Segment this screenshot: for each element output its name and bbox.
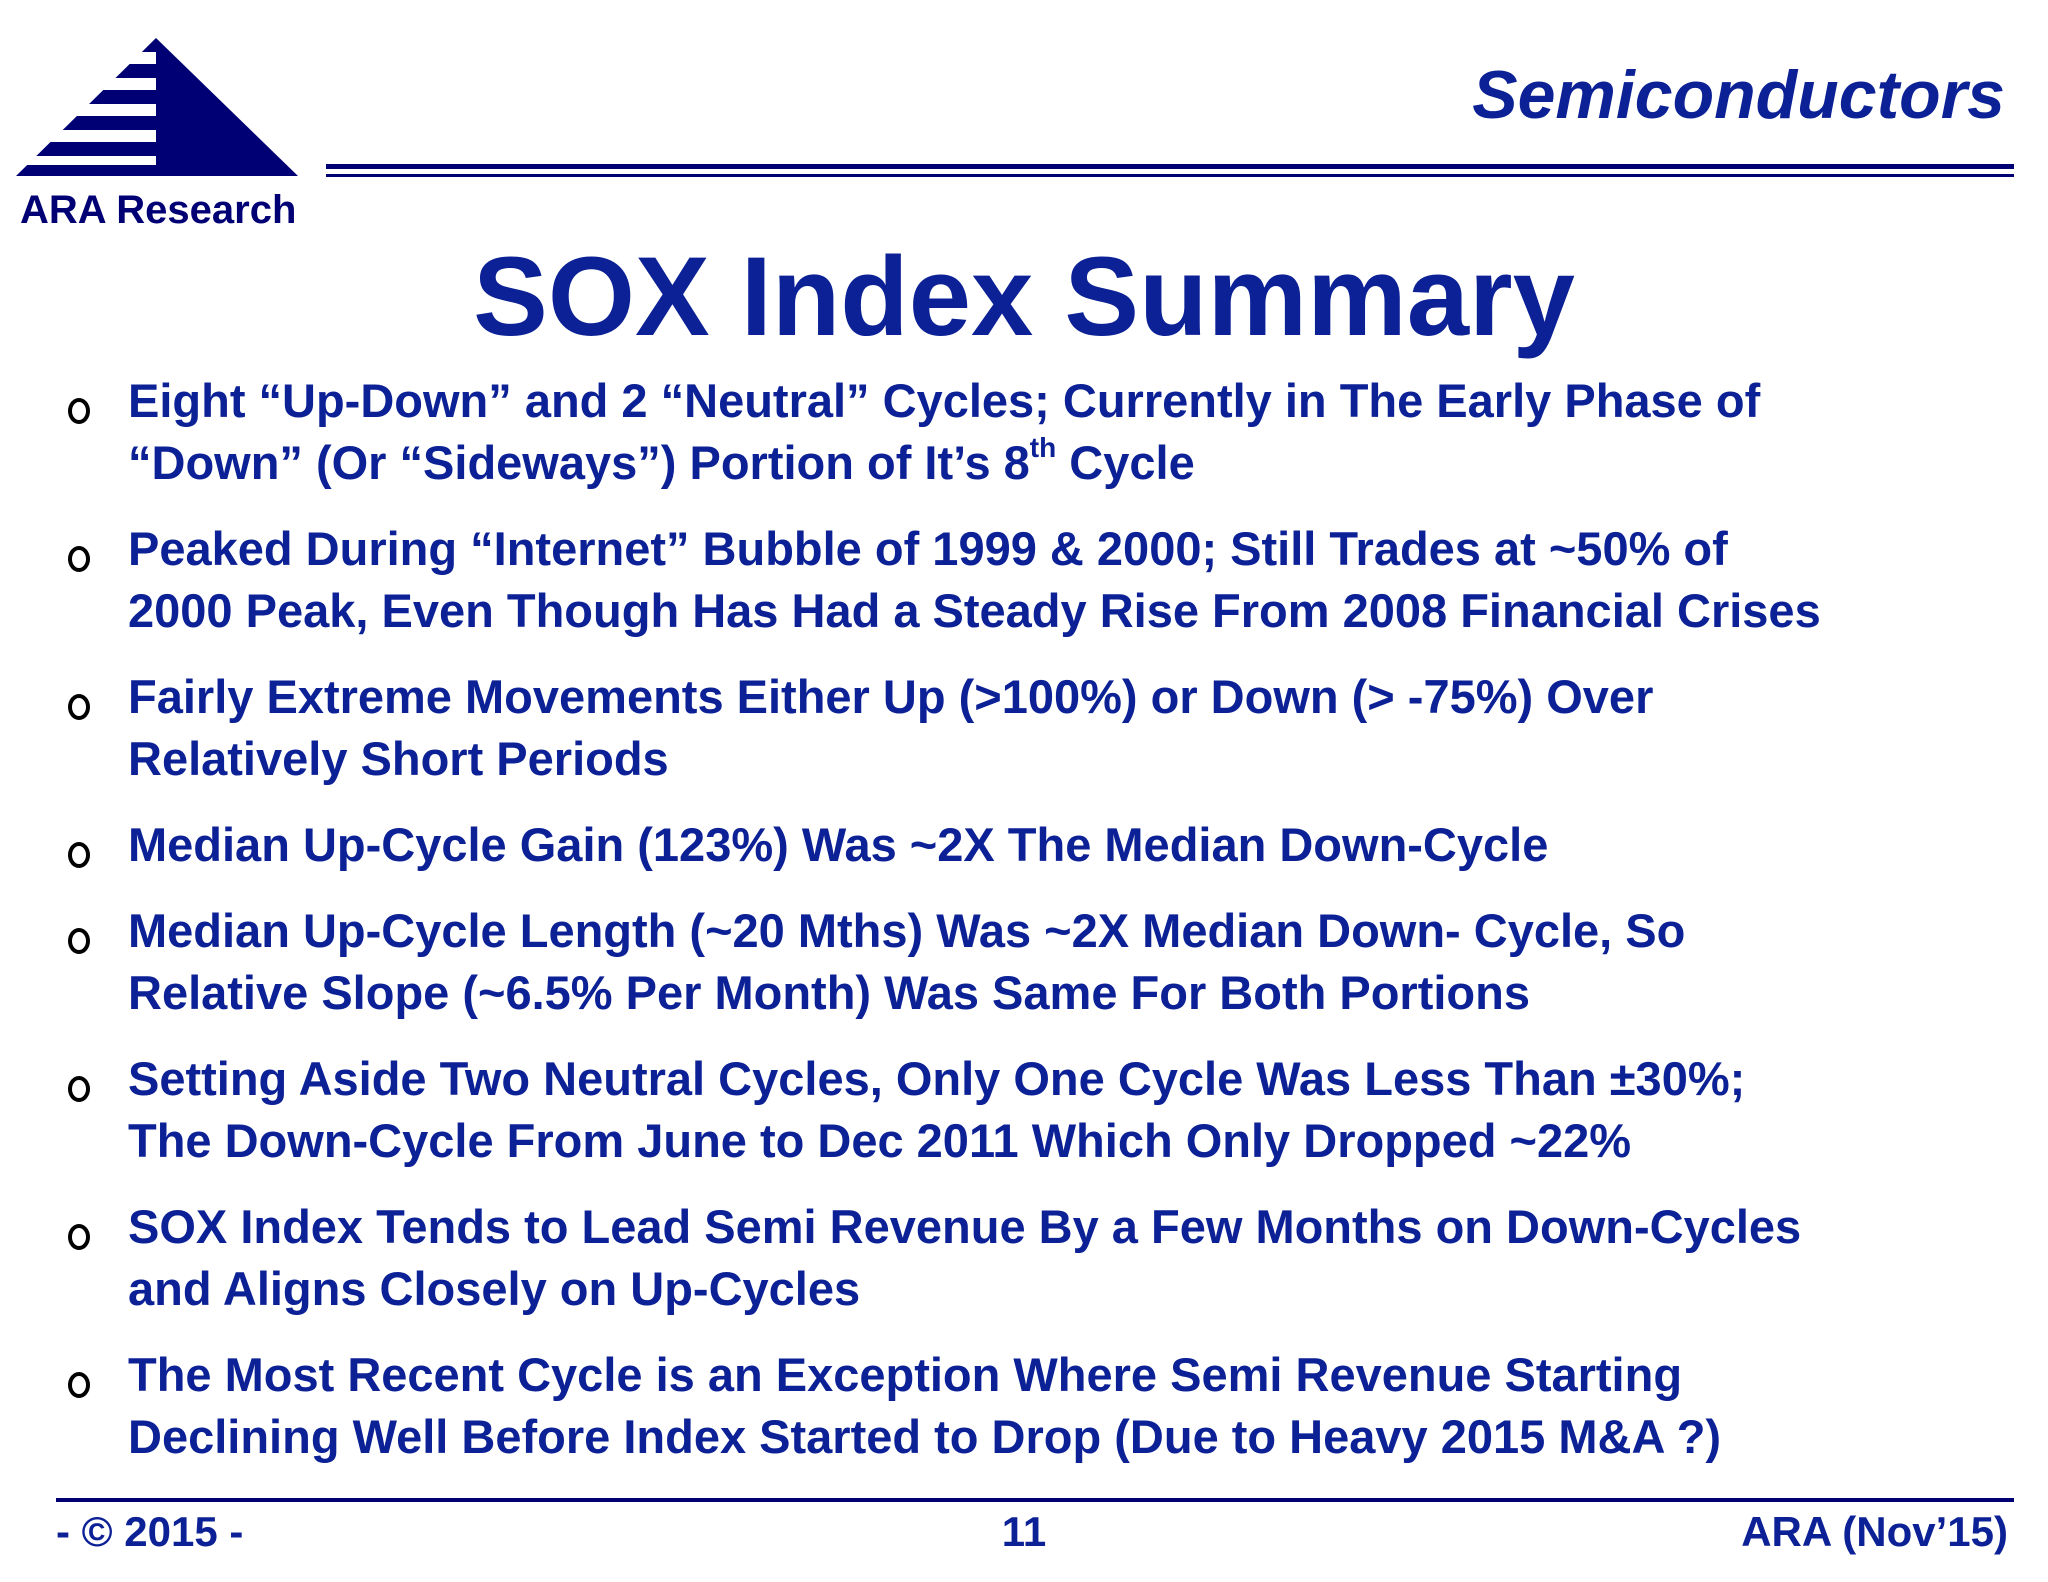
header-divider xyxy=(326,164,2014,169)
bullet-item: Peaked During “Internet” Bubble of 1999 … xyxy=(56,518,2016,642)
bullet-list: Eight “Up-Down” and 2 “Neutral” Cycles; … xyxy=(56,370,2016,1468)
footer-page-number: 11 xyxy=(1001,1508,1047,1555)
bullet-text: Peaked During “Internet” Bubble of 1999 … xyxy=(128,522,1821,637)
bullet-item: Eight “Up-Down” and 2 “Neutral” Cycles; … xyxy=(56,370,2016,494)
header-divider-thin xyxy=(326,174,2014,177)
bullet-text-part: Eight “Up-Down” and 2 “Neutral” Cycles; … xyxy=(128,374,1761,489)
bullet-circle-icon xyxy=(68,1076,90,1102)
bullet-text: SOX Index Tends to Lead Semi Revenue By … xyxy=(128,1200,1802,1315)
logo-text: ARA Research xyxy=(20,188,297,232)
footer-copyright: - © 2015 - xyxy=(56,1508,244,1555)
bullet-circle-icon xyxy=(68,928,90,954)
bullet-item: The Most Recent Cycle is an Exception Wh… xyxy=(56,1344,2016,1468)
bullet-text: Fairly Extreme Movements Either Up (>100… xyxy=(128,670,1654,785)
bullet-circle-icon xyxy=(68,1372,90,1398)
bullet-text: Setting Aside Two Neutral Cycles, Only O… xyxy=(128,1052,1746,1167)
bullet-item: SOX Index Tends to Lead Semi Revenue By … xyxy=(56,1196,2016,1320)
slide-title: SOX Index Summary xyxy=(473,234,1575,359)
bullet-text: The Most Recent Cycle is an Exception Wh… xyxy=(128,1348,1722,1463)
bullet-item: Fairly Extreme Movements Either Up (>100… xyxy=(56,666,2016,790)
pyramid-logo-icon xyxy=(16,38,298,176)
ordinal-superscript: th xyxy=(1029,432,1057,463)
bullet-circle-icon xyxy=(68,546,90,572)
section-title: Semiconductors xyxy=(1472,57,2005,133)
bullet-item: Median Up-Cycle Length (~20 Mths) Was ~2… xyxy=(56,900,2016,1024)
bullet-text: Median Up-Cycle Gain (123%) Was ~2X The … xyxy=(128,818,1549,871)
bullet-text: Median Up-Cycle Length (~20 Mths) Was ~2… xyxy=(128,904,1686,1019)
bullet-circle-icon xyxy=(68,694,90,720)
bullet-item: Median Up-Cycle Gain (123%) Was ~2X The … xyxy=(56,814,2016,876)
footer-divider xyxy=(56,1498,2014,1502)
bullet-text-part: Cycle xyxy=(1056,436,1195,489)
ara-logo: ARA Research xyxy=(16,34,306,234)
bullet-text: Eight “Up-Down” and 2 “Neutral” Cycles; … xyxy=(128,370,2016,494)
bullet-item: Setting Aside Two Neutral Cycles, Only O… xyxy=(56,1048,2016,1172)
bullet-circle-icon xyxy=(68,1224,90,1250)
bullet-circle-icon xyxy=(68,842,90,868)
footer-date: ARA (Nov’15) xyxy=(1741,1508,2008,1555)
bullet-circle-icon xyxy=(68,398,90,424)
